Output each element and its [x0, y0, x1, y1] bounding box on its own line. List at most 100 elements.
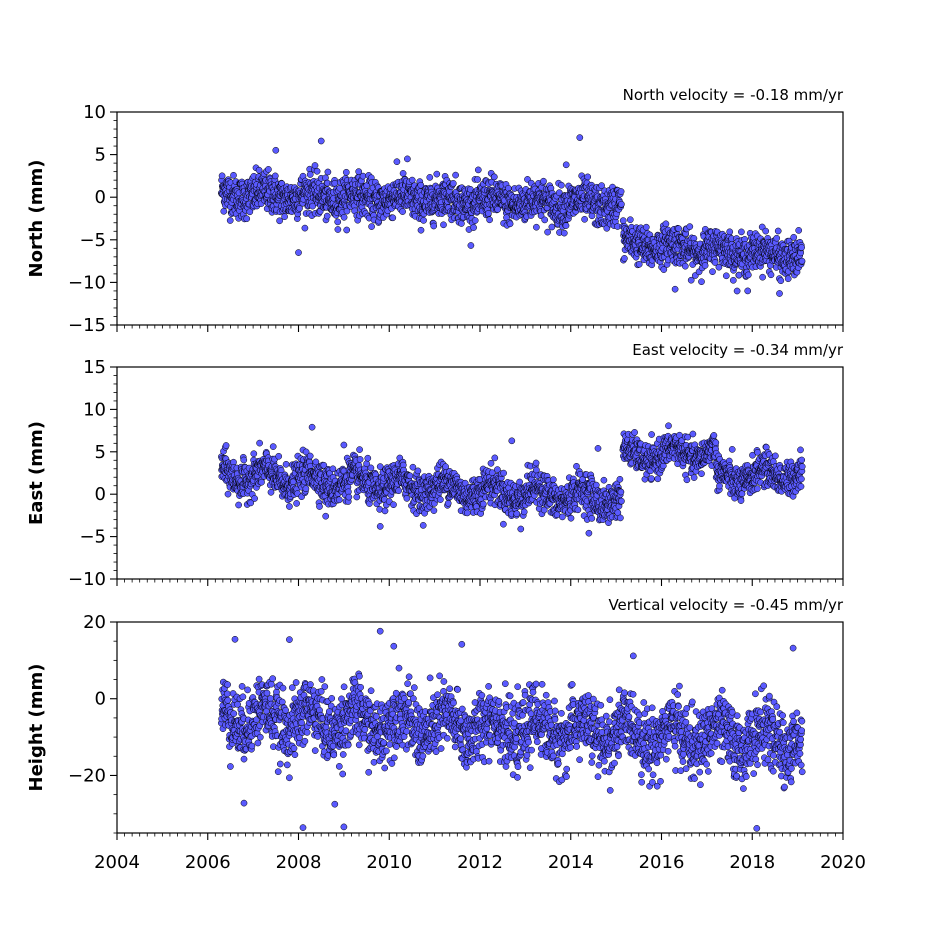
east-data-point	[683, 476, 691, 484]
north-data-point	[272, 146, 280, 154]
north-data-point	[368, 223, 375, 230]
north-data-point	[334, 218, 342, 226]
north-data-point	[619, 217, 627, 224]
north-data-point	[558, 181, 565, 189]
north-data-point	[588, 212, 596, 220]
north-data-point	[767, 271, 775, 279]
east-data-point	[224, 490, 232, 498]
north-data-point	[777, 277, 785, 285]
east-data-point	[631, 429, 638, 436]
east-data-point	[222, 442, 230, 449]
north-data-point	[246, 208, 254, 216]
east-data-point	[444, 499, 452, 507]
north-data-point	[226, 217, 234, 224]
east-data-point	[728, 446, 736, 453]
north-data-point	[458, 220, 465, 227]
north-data-point	[342, 168, 350, 176]
east-data-point	[419, 522, 427, 529]
east-data-point	[533, 466, 540, 474]
east-data-point	[235, 501, 242, 509]
north-data-point	[474, 176, 481, 183]
north-data-point	[399, 170, 407, 177]
north-data-point	[218, 172, 226, 180]
north-data-point	[323, 212, 331, 220]
east-data-point	[710, 432, 718, 439]
north-data-point	[681, 262, 689, 270]
east-data-point	[797, 446, 804, 454]
north-data-point	[671, 285, 679, 293]
north-axis-label: North (mm)	[26, 160, 47, 278]
east-data-point	[516, 478, 523, 486]
north-data-point	[562, 161, 570, 169]
east-data-point	[356, 456, 364, 463]
north-data-point	[334, 226, 342, 233]
north-data-point	[276, 217, 283, 225]
north-data-point	[309, 202, 316, 210]
north-data-point	[759, 273, 766, 281]
north-data-point	[576, 134, 584, 141]
east-data-point	[269, 443, 277, 450]
north-y-tick-label: −5	[79, 230, 106, 251]
north-data-point	[784, 275, 792, 283]
north-data-point	[584, 173, 592, 181]
north-data-point	[762, 227, 770, 235]
east-data-point	[618, 497, 625, 505]
east-data-point	[592, 481, 600, 489]
north-data-point	[420, 217, 427, 224]
north-data-point	[744, 287, 752, 295]
north-data-point	[399, 208, 406, 215]
east-data-point	[690, 474, 698, 481]
north-data-point	[281, 213, 288, 221]
north-data-point	[467, 242, 475, 249]
east-data-point	[316, 503, 323, 510]
east-data-point	[798, 456, 806, 464]
east-data-point	[500, 520, 507, 528]
east-data-point	[293, 500, 300, 507]
east-data-point	[567, 514, 575, 522]
north-velocity-annotation: North velocity = -0.18 mm/yr	[623, 86, 844, 104]
east-data-point	[500, 469, 507, 477]
east-data-point	[532, 459, 540, 467]
east-data-point	[381, 507, 389, 515]
east-data-point	[798, 475, 805, 483]
north-data-point	[776, 290, 783, 297]
north-data-point	[642, 223, 650, 231]
north-data-point	[474, 166, 482, 174]
north-data-point	[470, 224, 477, 231]
east-data-point	[600, 476, 608, 484]
north-data-point	[449, 180, 457, 187]
north-data-point	[686, 223, 694, 230]
east-data-point	[463, 509, 471, 517]
north-data-point	[389, 214, 397, 222]
north-data-point	[505, 184, 512, 192]
north-data-point	[798, 257, 806, 265]
north-data-point	[343, 226, 351, 234]
east-data-point	[258, 478, 265, 486]
north-data-point	[301, 224, 309, 232]
east-data-point	[335, 496, 343, 504]
east-data-point	[364, 454, 372, 462]
east-data-point	[617, 488, 625, 496]
north-data-point	[230, 171, 237, 179]
north-data-point	[562, 222, 570, 229]
east-data-point	[520, 508, 528, 516]
north-data-point	[733, 287, 741, 295]
north-data-point	[324, 179, 331, 187]
east-scatter-points	[218, 422, 806, 537]
north-data-point	[506, 220, 514, 228]
east-data-point	[559, 513, 566, 521]
east-data-point	[654, 475, 662, 483]
east-data-point	[403, 495, 411, 502]
north-data-point	[490, 173, 498, 181]
east-data-point	[430, 507, 438, 514]
east-data-point	[797, 483, 805, 490]
east-data-point	[345, 493, 353, 501]
north-data-point	[404, 155, 411, 163]
north-data-point	[701, 262, 709, 269]
north-data-point	[430, 222, 438, 230]
east-data-point	[716, 482, 723, 490]
east-data-point	[390, 501, 397, 509]
east-data-point	[256, 439, 263, 447]
north-data-point	[744, 271, 752, 279]
north-y-tick-label: 0	[95, 187, 106, 208]
